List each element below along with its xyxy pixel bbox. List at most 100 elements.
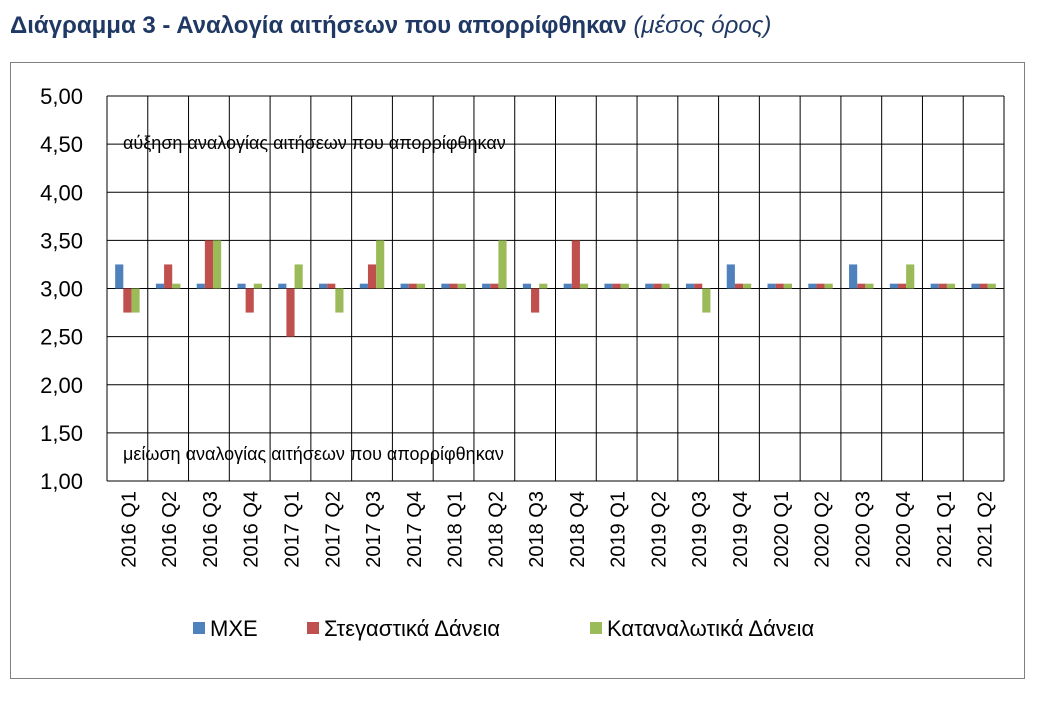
annotation-increase: αύξηση αναλογίας αιτήσεων που απορρίφθηκ…	[123, 133, 506, 153]
bar-2	[449, 283, 458, 289]
x-tick-label: 2019 Q3	[689, 491, 711, 568]
bar-3	[702, 288, 711, 313]
bar-1	[237, 283, 246, 289]
x-tick-label: 2019 Q2	[648, 491, 670, 568]
bar-3	[946, 283, 956, 289]
bar-1	[726, 264, 735, 289]
bar-1	[685, 283, 695, 289]
bar-1	[563, 283, 572, 289]
bar-1	[359, 283, 368, 289]
y-tick-label: 1,50	[40, 421, 83, 446]
bar-1	[115, 264, 124, 289]
x-tick-label: 2020 Q1	[771, 491, 793, 568]
x-tick-label: 2021 Q1	[934, 491, 956, 568]
x-tick-label: 2016 Q1	[118, 491, 140, 568]
y-tick-label: 4,50	[40, 132, 83, 157]
bar-3	[253, 283, 262, 289]
y-tick-label: 3,50	[40, 228, 83, 253]
bar-1	[645, 283, 654, 289]
bar-2	[286, 288, 295, 337]
bar-2	[857, 283, 866, 289]
bar-2	[734, 283, 744, 289]
bar-2	[327, 283, 336, 289]
bar-1	[522, 283, 532, 289]
bar-1	[400, 283, 409, 289]
bar-1	[441, 283, 450, 289]
bar-2	[775, 283, 784, 289]
bar-3	[865, 283, 874, 289]
gridlines	[106, 95, 1005, 482]
bar-1	[482, 283, 491, 289]
bar-3	[498, 240, 507, 289]
x-tick-label: 2019 Q1	[608, 491, 630, 568]
bar-1	[196, 283, 205, 289]
y-tick-label: 5,00	[40, 84, 83, 109]
bar-3	[987, 283, 996, 289]
x-tick-label: 2018 Q1	[445, 491, 467, 568]
legend-swatch-1	[193, 622, 205, 634]
bar-2	[816, 283, 825, 289]
bar-2	[164, 264, 173, 289]
bar-1	[889, 283, 898, 289]
bar-2	[938, 283, 947, 289]
bars	[115, 240, 996, 337]
x-tick-label: 2016 Q3	[200, 491, 222, 568]
legend: ΜΧΕ Στεγαστικά Δάνεια Καταναλωτικά Δάνεια	[193, 616, 815, 641]
chart-frame: 1,00 1,50 2,00 2,50 3,00 3,50 4,00 4,50 5,00 2016…	[10, 62, 1025, 679]
bar-3	[539, 283, 548, 289]
bar-2	[979, 283, 988, 289]
x-tick-label: 2020 Q2	[812, 491, 834, 568]
legend-label-2: Στεγαστικά Δάνεια	[324, 616, 500, 641]
x-tick-label: 2017 Q1	[281, 491, 303, 568]
chart-subtitle: (μέσος όρος)	[633, 12, 772, 39]
bar-3	[294, 264, 303, 289]
bar-3	[416, 283, 426, 289]
x-tick-label: 2020 Q3	[852, 491, 874, 568]
x-tick-label: 2021 Q2	[975, 491, 997, 568]
bar-1	[767, 283, 776, 289]
bar-3	[783, 283, 792, 289]
y-tick-label: 3,00	[40, 277, 83, 302]
bar-2	[123, 288, 132, 313]
bar-3	[335, 288, 344, 313]
x-tick-label: 2018 Q3	[526, 491, 548, 568]
chart-title: Διάγραμμα 3 - Αναλογία αιτήσεων που απορ…	[10, 12, 627, 39]
bar-3	[906, 264, 915, 289]
bar-2	[408, 283, 417, 289]
bar-2	[245, 288, 254, 313]
bar-2	[612, 283, 621, 289]
bar-1	[971, 283, 980, 289]
bar-2	[490, 283, 499, 289]
bar-1	[604, 283, 613, 289]
y-tick-label: 2,00	[40, 373, 83, 398]
bar-1	[808, 283, 817, 289]
bar-3	[579, 283, 589, 289]
bar-3	[661, 283, 670, 289]
bar-3	[743, 283, 752, 289]
x-tick-label: 2019 Q4	[730, 491, 752, 568]
bar-2	[531, 288, 540, 313]
y-tick-label: 4,00	[40, 180, 83, 205]
x-tick-label: 2017 Q3	[363, 491, 385, 568]
bar-1	[930, 283, 939, 289]
x-tick-label: 2017 Q4	[404, 491, 426, 568]
x-tick-label: 2017 Q2	[322, 491, 344, 568]
bar-3	[213, 240, 222, 289]
y-tick-label: 1,00	[40, 469, 83, 494]
x-tick-label: 2018 Q2	[485, 491, 507, 568]
legend-label-3: Καταναλωτικά Δάνεια	[607, 616, 815, 641]
bar-2	[367, 264, 377, 289]
x-tick-label: 2016 Q2	[159, 491, 181, 568]
chart-title-block: Διάγραμμα 3 - Αναλογία αιτήσεων που απορ…	[10, 12, 771, 40]
x-tick-label: 2020 Q4	[893, 491, 915, 568]
x-tick-label: 2018 Q4	[567, 491, 589, 568]
bar-2	[204, 240, 214, 289]
bar-3	[457, 283, 466, 289]
bar-1	[278, 283, 287, 289]
legend-label-1: ΜΧΕ	[210, 616, 258, 641]
x-tick-label: 2016 Q4	[241, 491, 263, 568]
chart-area: 1,00 1,50 2,00 2,50 3,00 3,50 4,00 4,50 5,00 2016…	[40, 84, 1005, 641]
bar-2	[653, 283, 662, 289]
legend-swatch-3	[590, 622, 602, 634]
bar-3	[824, 283, 833, 289]
